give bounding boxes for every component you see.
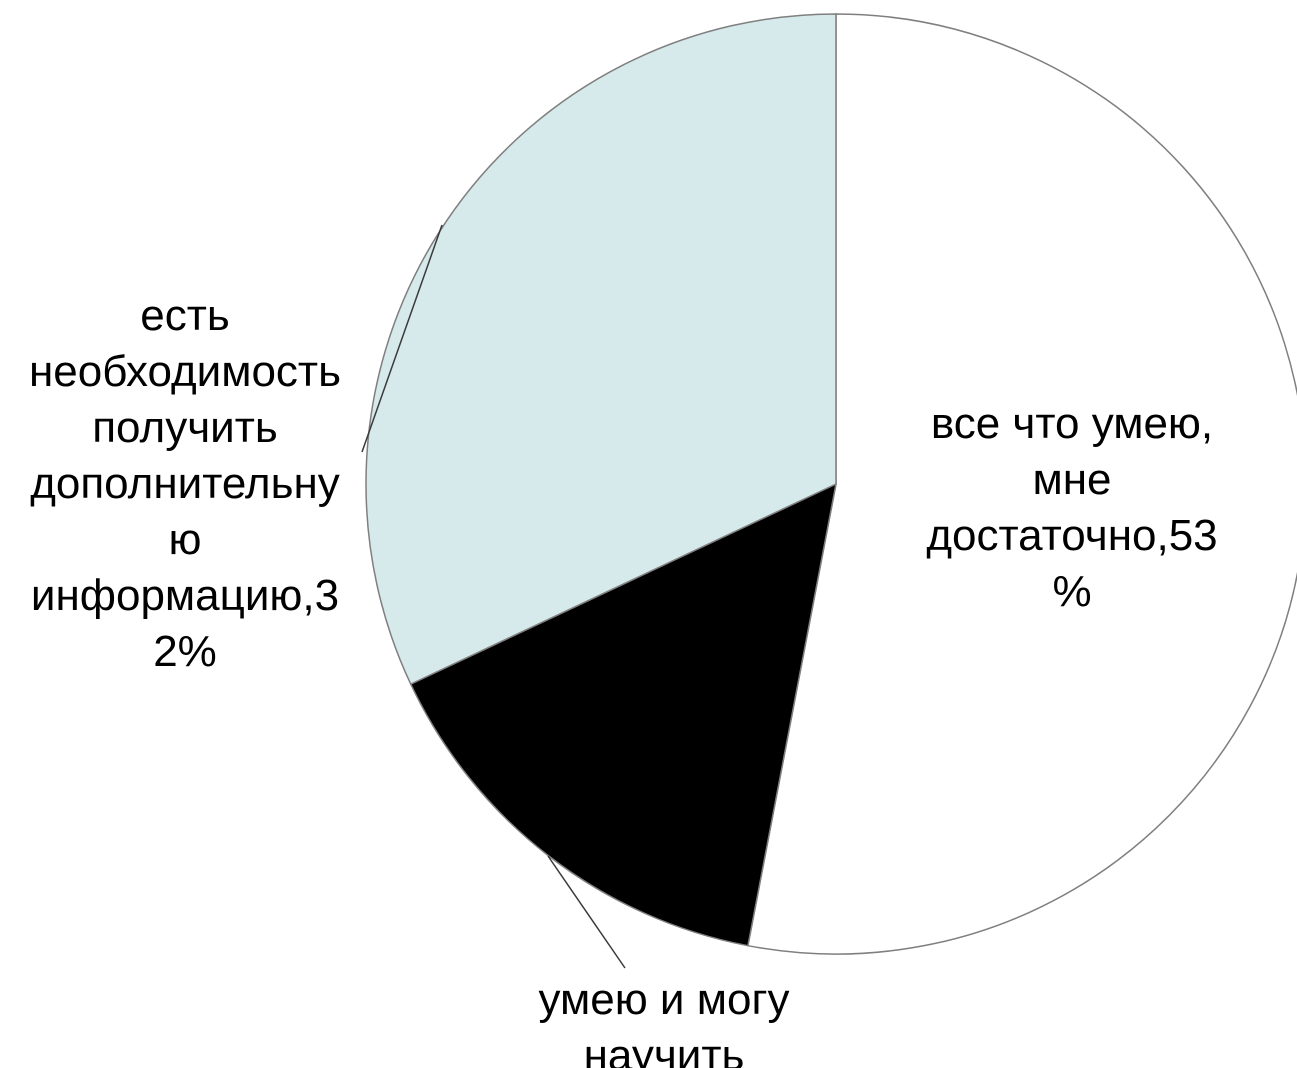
slice-label-1-line-1: научить <box>584 1031 745 1068</box>
slice-label-2-line-1: необходимость <box>29 347 341 396</box>
pie-slices <box>365 13 1297 955</box>
slice-labels: все что умею, мне достаточно,53 % умею и мог… <box>29 291 1218 1068</box>
slice-label-2-line-6: 2% <box>153 627 217 676</box>
slice-label-2: есть необходимость получить дополнительну ю и… <box>29 291 341 676</box>
slice-label-0-line-2: достаточно,53 <box>926 511 1217 560</box>
slice-label-2-line-3: дополнительну <box>30 459 340 508</box>
slice-label-1: умею и могу научить <box>538 975 789 1068</box>
slice-label-0: все что умею, мне достаточно,53% <box>926 399 1217 616</box>
slice-label-2-line-2: получить <box>92 403 278 452</box>
leader-line-2 <box>361 224 443 453</box>
pie-slice-1 <box>409 482 838 947</box>
slice-label-1-line-0: умею и могу <box>538 975 789 1024</box>
slice-label-0-line-1: мне <box>1032 455 1111 504</box>
pie-slice-0 <box>747 13 1297 955</box>
slice-label-0-line-0: все что умею, <box>931 399 1213 448</box>
slice-label-2-line-5: информацию,3 <box>31 571 339 620</box>
leader-line-1 <box>547 855 626 969</box>
slice-label-2-line-4: ю <box>169 515 202 564</box>
slice-label-2-line-0: есть <box>140 291 230 340</box>
slice-label-0-line-3: % <box>1052 567 1091 616</box>
leader-lines <box>361 224 626 969</box>
